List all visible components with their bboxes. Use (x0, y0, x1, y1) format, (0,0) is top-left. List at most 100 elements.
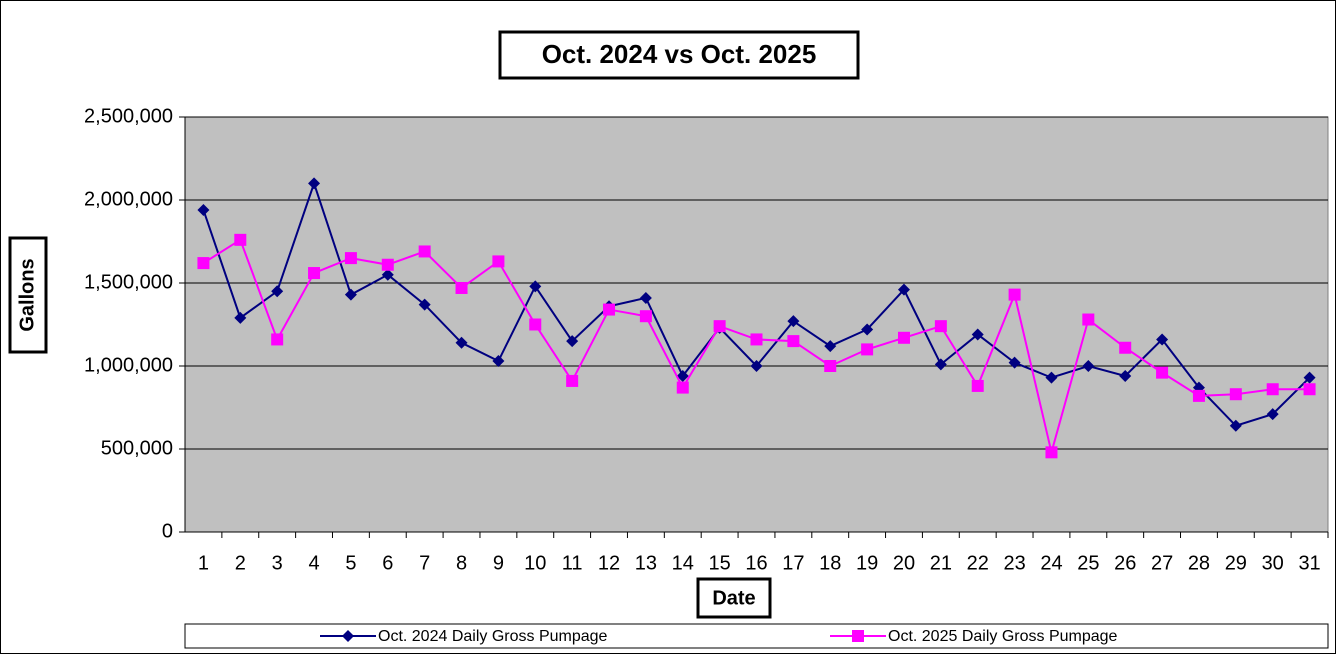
x-tick-label: 10 (524, 552, 546, 574)
y-tick-label: 1,500,000 (84, 271, 173, 293)
x-tick-label: 16 (745, 552, 767, 574)
x-tick-label: 1 (198, 552, 209, 574)
x-tick-label: 13 (635, 552, 657, 574)
point (1266, 383, 1279, 396)
x-tick-label: 12 (598, 552, 620, 574)
y-tick-label: 0 (162, 520, 173, 542)
point (492, 355, 505, 368)
point (1045, 446, 1058, 459)
point (787, 335, 800, 348)
x-tick-label: 27 (1151, 552, 1173, 574)
point (1192, 389, 1205, 402)
x-tick-label: 8 (456, 552, 467, 574)
point (418, 298, 431, 311)
point (1045, 371, 1058, 384)
point (1156, 333, 1169, 346)
point (197, 203, 210, 216)
point (1156, 366, 1169, 379)
x-tick-label: 23 (1003, 552, 1025, 574)
point (197, 257, 210, 270)
point (1008, 288, 1021, 301)
point (1229, 388, 1242, 401)
x-tick-label: 24 (1040, 552, 1062, 574)
point (381, 258, 394, 271)
point (1119, 369, 1132, 382)
point (1229, 419, 1242, 432)
point (1082, 360, 1095, 372)
x-tick-label: 7 (419, 552, 430, 574)
point (1119, 341, 1132, 354)
point (529, 280, 542, 293)
legend-label: Oct. 2024 Daily Gross Pumpage (378, 628, 608, 645)
point (639, 291, 652, 304)
x-tick-label: 19 (856, 552, 878, 574)
point (603, 303, 616, 316)
point (271, 285, 284, 298)
x-tick-label: 2 (235, 552, 246, 574)
point (1303, 371, 1316, 384)
point (971, 328, 984, 341)
point (750, 333, 763, 346)
x-tick-label: 31 (1298, 552, 1320, 574)
point (418, 245, 431, 258)
point (787, 315, 800, 328)
x-tick-label: 6 (382, 552, 393, 574)
y-tick-label: 500,000 (101, 437, 173, 459)
x-tick-label: 3 (272, 552, 283, 574)
point (897, 283, 910, 296)
point (750, 360, 763, 372)
legend-marker (342, 630, 354, 642)
point (308, 267, 321, 280)
point (566, 374, 579, 387)
point (455, 281, 468, 294)
x-tick-label: 22 (967, 552, 989, 574)
title-box (498, 30, 860, 80)
point (824, 360, 837, 372)
point (1082, 313, 1095, 326)
x-tick-label: 30 (1262, 552, 1284, 574)
point (1008, 356, 1021, 369)
x-tick-label: 26 (1114, 552, 1136, 574)
point (934, 358, 947, 371)
point (824, 340, 837, 353)
point (234, 311, 247, 324)
point (934, 320, 947, 333)
point (639, 310, 652, 323)
point (676, 369, 689, 382)
chart-title: Oct. 2024 vs Oct. 2025 (542, 39, 817, 69)
x-tick-label: 21 (930, 552, 952, 574)
x-tick-label: 5 (345, 552, 356, 574)
legend-marker (852, 630, 864, 642)
y-label-box (8, 236, 48, 354)
point (971, 379, 984, 392)
x-tick-label: 29 (1225, 552, 1247, 574)
point (344, 288, 357, 301)
x-tick-label: 18 (819, 552, 841, 574)
x-tick-label: 14 (672, 552, 694, 574)
y-axis-label: Gallons (16, 258, 38, 331)
point (713, 320, 726, 333)
point (1303, 383, 1316, 396)
x-tick-label: 20 (893, 552, 915, 574)
point (897, 331, 910, 344)
plot-area (184, 116, 1329, 533)
x-tick-label: 28 (1188, 552, 1210, 574)
x-tick-label: 11 (562, 552, 583, 574)
legend-box (184, 623, 1329, 649)
x-tick-label: 25 (1077, 552, 1099, 574)
point (271, 333, 284, 346)
legend-label: Oct. 2025 Daily Gross Pumpage (888, 628, 1118, 645)
point (344, 252, 357, 265)
point (676, 381, 689, 394)
y-tick-label: 2,000,000 (84, 188, 173, 210)
y-tick-label: 2,500,000 (84, 105, 173, 127)
y-tick-label: 1,000,000 (84, 354, 173, 376)
point (492, 255, 505, 268)
x-tick-label: 17 (782, 552, 804, 574)
point (455, 336, 468, 349)
point (1266, 408, 1279, 421)
x-label-box (696, 577, 772, 619)
point (861, 343, 874, 356)
x-tick-label: 15 (709, 552, 731, 574)
